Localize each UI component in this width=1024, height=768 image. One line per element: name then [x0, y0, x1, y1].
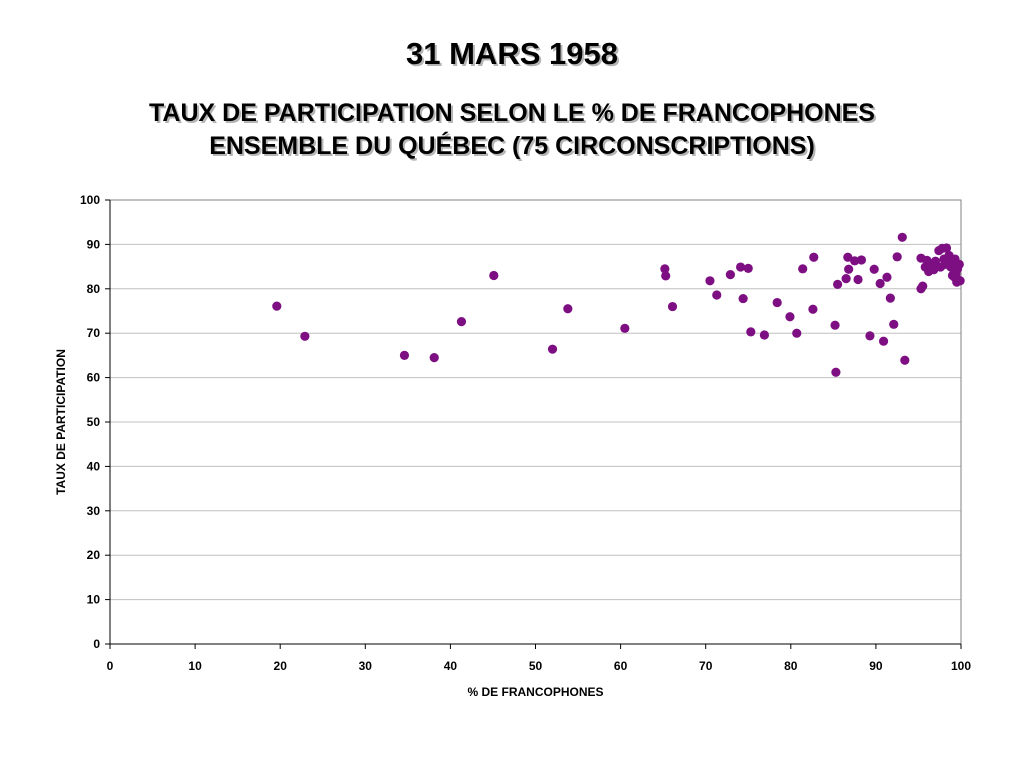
y-tick-label: 10 — [87, 593, 101, 607]
data-point — [785, 312, 795, 322]
data-point — [954, 259, 964, 269]
data-point — [456, 317, 467, 327]
y-tick-label: 0 — [93, 637, 100, 651]
x-tick-label: 60 — [614, 659, 628, 673]
data-point — [841, 273, 851, 284]
data-point — [798, 264, 808, 274]
data-point — [892, 252, 902, 262]
data-point — [869, 264, 879, 274]
data-point — [272, 301, 282, 311]
data-point — [808, 304, 818, 314]
data-point — [712, 290, 722, 300]
data-point — [667, 301, 678, 312]
chart-subtitle: TAUX DE PARTICIPATION SELON LE % DE FRAN… — [0, 97, 1024, 163]
x-tick-label: 20 — [274, 659, 288, 673]
data-point — [897, 232, 907, 242]
data-point — [853, 274, 863, 285]
data-point — [705, 276, 715, 286]
data-point — [738, 293, 748, 304]
x-tick-label: 10 — [188, 659, 202, 673]
data-point — [759, 330, 770, 340]
data-point — [563, 304, 573, 314]
data-point — [620, 323, 630, 333]
data-point — [300, 331, 310, 341]
data-point — [661, 271, 671, 281]
x-tick-label: 80 — [784, 659, 798, 673]
y-axis-label: TAUX DE PARTICIPATION — [54, 349, 68, 495]
data-point — [792, 328, 802, 338]
y-tick-label: 50 — [87, 415, 101, 429]
data-point — [844, 264, 854, 274]
data-point — [941, 243, 952, 253]
y-tick-label: 70 — [87, 326, 101, 340]
x-tick-label: 40 — [444, 659, 458, 673]
y-tick-label: 20 — [87, 548, 101, 562]
data-point — [882, 272, 892, 282]
data-point — [955, 276, 965, 286]
data-point — [875, 278, 885, 289]
data-point — [885, 293, 895, 303]
data-point — [743, 263, 753, 273]
data-point — [830, 320, 840, 330]
x-tick-label: 30 — [359, 659, 373, 673]
chart-title: 31 MARS 1958 — [406, 36, 618, 71]
data-point — [547, 344, 558, 354]
data-point — [850, 256, 860, 266]
x-axis-label: % DE FRANCOPHONES — [467, 685, 603, 699]
data-point — [660, 264, 670, 274]
data-point — [489, 270, 499, 281]
x-tick-label: 70 — [699, 659, 713, 673]
subtitle-line-1: TAUX DE PARTICIPATION SELON LE % DE FRAN… — [149, 99, 875, 127]
y-tick-label: 60 — [87, 371, 101, 385]
y-tick-label: 40 — [87, 459, 101, 473]
data-point — [772, 297, 782, 308]
y-tick-label: 80 — [87, 282, 101, 296]
y-tick-label: 30 — [87, 504, 101, 518]
data-point — [809, 252, 819, 262]
x-tick-label: 100 — [951, 659, 971, 673]
x-tick-label: 50 — [529, 659, 543, 673]
data-point — [746, 327, 756, 337]
data-point — [918, 281, 928, 291]
data-point — [865, 331, 875, 341]
data-point — [735, 262, 746, 272]
y-tick-label: 100 — [80, 193, 100, 207]
data-point — [856, 255, 867, 265]
y-tick-label: 90 — [87, 237, 101, 251]
data-point — [833, 279, 843, 289]
data-point — [831, 367, 841, 377]
data-point — [429, 353, 439, 363]
data-point — [900, 355, 910, 365]
data-point — [399, 350, 410, 360]
subtitle-line-2: ENSEMBLE DU QUÉBEC (75 CIRCONSCRIPTIONS) — [209, 132, 815, 160]
data-point — [843, 252, 853, 262]
x-tick-label: 0 — [107, 659, 114, 673]
x-tick-label: 90 — [869, 659, 883, 673]
data-point — [725, 269, 735, 280]
data-point — [889, 319, 899, 329]
data-point — [878, 336, 889, 346]
